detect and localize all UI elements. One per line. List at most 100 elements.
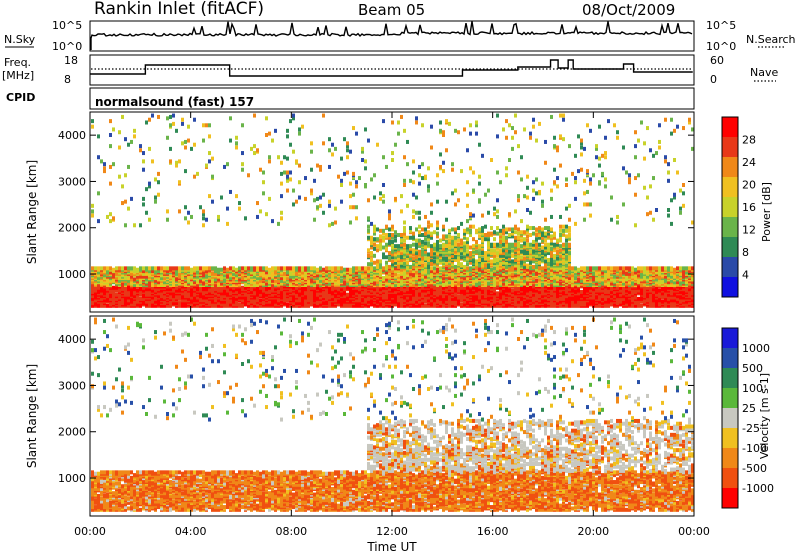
range-gate-cell xyxy=(466,266,469,271)
range-gate-cell xyxy=(526,238,529,243)
range-gate-cell xyxy=(382,276,385,281)
range-gate-cell xyxy=(505,166,508,171)
range-gate-cell xyxy=(118,278,121,283)
range-gate-cell xyxy=(442,160,445,165)
range-gate-cell xyxy=(517,170,520,175)
range-gate-cell xyxy=(514,230,517,235)
range-gate-cell xyxy=(148,284,151,289)
range-gate-cell xyxy=(157,302,160,307)
range-gate-cell xyxy=(439,128,442,133)
range-gate-cell xyxy=(472,188,475,193)
range-gate-cell xyxy=(340,199,343,204)
range-gate-cell xyxy=(421,176,424,181)
range-gate-cell xyxy=(346,170,349,175)
range-gate-cell xyxy=(361,158,364,162)
range-gate-cell xyxy=(346,148,349,153)
range-gate-cell xyxy=(367,138,370,143)
range-gate-cell xyxy=(187,138,190,143)
range-gate-cell xyxy=(244,216,247,221)
range-gate-cell xyxy=(469,266,472,271)
range-gate-cell xyxy=(523,241,526,246)
range-gate-cell xyxy=(181,141,184,146)
range-gate-cell xyxy=(241,167,244,172)
range-gate-cell xyxy=(421,249,424,254)
range-gate-cell xyxy=(142,288,145,293)
range-gate-cell xyxy=(394,142,397,147)
range-gate-cell xyxy=(391,224,394,229)
range-gate-cell xyxy=(415,270,418,275)
range-gate-cell xyxy=(241,285,244,290)
range-gate-cell xyxy=(388,251,391,256)
range-gate-cell xyxy=(355,205,358,210)
range-gate-cell xyxy=(328,199,331,204)
range-gate-cell xyxy=(526,185,529,190)
range-gate-cell xyxy=(208,123,211,128)
range-gate-cell xyxy=(130,196,133,201)
range-gate-cell xyxy=(517,194,520,199)
range-gate-cell xyxy=(367,224,370,229)
range-gate-cell xyxy=(196,274,199,279)
range-gate-cell xyxy=(478,198,481,203)
range-gate-cell xyxy=(427,252,430,257)
range-gate-cell xyxy=(370,235,373,240)
range-gate-cell xyxy=(421,233,424,237)
range-gate-cell xyxy=(472,224,475,229)
range-gate-cell xyxy=(334,220,337,225)
range-gate-cell xyxy=(349,220,352,225)
range-gate-cell xyxy=(433,230,436,235)
range-gate-cell xyxy=(169,114,172,119)
range-gate-cell xyxy=(496,113,499,118)
range-gate-cell xyxy=(418,249,421,254)
range-gate-cell xyxy=(478,142,481,147)
range-gate-cell xyxy=(235,135,238,140)
range-gate-cell xyxy=(229,189,232,194)
range-gate-cell xyxy=(373,242,376,247)
range-gate-cell xyxy=(340,156,343,161)
range-gate-cell xyxy=(352,205,355,210)
range-gate-cell xyxy=(403,178,406,183)
range-gate-cell xyxy=(472,170,475,175)
range-gate-cell xyxy=(505,173,508,178)
range-gate-cell xyxy=(229,266,232,271)
range-gate-cell xyxy=(208,194,211,199)
range-gate-cell xyxy=(373,266,376,271)
range-gate-cell xyxy=(100,159,103,164)
range-gate-cell xyxy=(382,183,385,187)
range-gate-cell xyxy=(346,292,349,297)
range-gate-cell xyxy=(511,259,514,264)
range-gate-cell xyxy=(217,217,220,222)
range-gate-cell xyxy=(292,266,295,271)
range-gate-cell xyxy=(196,266,199,271)
range-gate-cell xyxy=(292,202,295,207)
range-gate-cell xyxy=(388,256,391,261)
range-gate-cell xyxy=(106,278,109,283)
range-gate-cell xyxy=(178,159,181,164)
range-gate-cell xyxy=(139,296,142,301)
range-gate-cell xyxy=(493,266,496,271)
range-gate-cell xyxy=(511,135,514,140)
range-gate-cell xyxy=(436,181,439,186)
range-gate-cell xyxy=(205,266,208,271)
range-gate-cell xyxy=(112,267,115,272)
range-gate-cell xyxy=(484,233,487,237)
range-gate-cell xyxy=(166,284,169,289)
range-gate-cell xyxy=(319,195,322,200)
range-gate-cell xyxy=(370,177,373,182)
range-gate-cell xyxy=(277,155,280,160)
range-gate-cell xyxy=(394,238,397,243)
range-gate-cell xyxy=(208,151,211,156)
range-gate-cell xyxy=(226,267,229,272)
range-gate-cell xyxy=(457,238,460,243)
range-gate-cell xyxy=(94,294,97,299)
range-gate-cell xyxy=(244,266,247,271)
range-gate-cell xyxy=(478,244,481,249)
range-gate-cell xyxy=(238,201,241,206)
range-gate-cell xyxy=(439,152,442,157)
range-gate-cell xyxy=(205,123,208,128)
range-gate-cell xyxy=(103,303,106,308)
range-gate-cell xyxy=(343,280,346,285)
range-gate-cell xyxy=(391,151,394,156)
range-gate-cell xyxy=(235,301,238,306)
range-gate-cell xyxy=(451,227,454,232)
range-gate-cell xyxy=(271,219,274,224)
